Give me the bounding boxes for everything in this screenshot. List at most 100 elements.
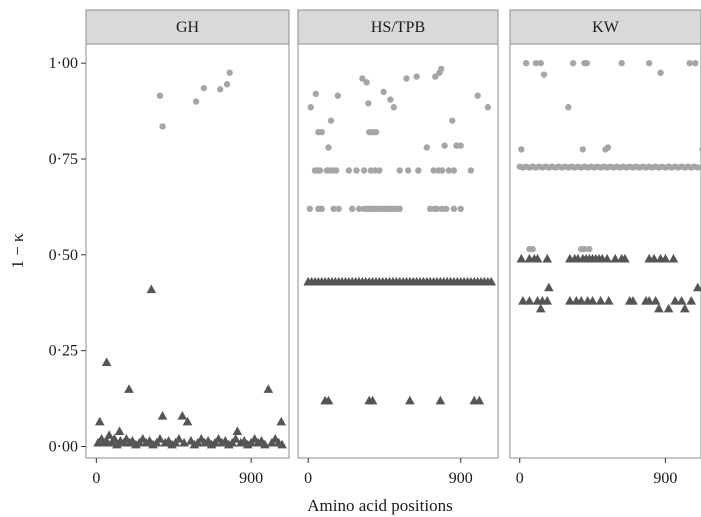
circle-point (307, 104, 314, 111)
circle-point (604, 144, 612, 151)
circle-point (226, 69, 233, 76)
triangle-point (620, 253, 630, 263)
triangle-point (663, 303, 674, 313)
triangle-point (649, 253, 659, 263)
panel-gh: GH 0 900 (85, 9, 290, 487)
circle-point (360, 167, 368, 174)
triangle-point (435, 395, 446, 405)
y-tick-label: 0·00 (49, 439, 78, 456)
facet-strip (85, 9, 290, 45)
circle-point (318, 128, 325, 136)
triangle-point (94, 416, 105, 426)
triangle-point (104, 430, 115, 439)
circle-point (443, 205, 450, 213)
facet-label: GH (176, 19, 200, 36)
circle-point (457, 142, 464, 149)
circle-point (537, 59, 544, 67)
triangle-point (602, 253, 612, 263)
triangle-point (124, 384, 134, 393)
triangle-point (644, 296, 655, 305)
triangle-point (230, 434, 241, 443)
triangle-point (680, 303, 690, 313)
triangle-point (114, 426, 125, 436)
circle-point (438, 167, 446, 174)
y-tick-label: 0·75 (49, 151, 78, 168)
x-axis-title: Amino acid positions (307, 496, 452, 515)
circle-point (415, 167, 422, 174)
circle-point (345, 167, 353, 174)
triangle-point (276, 416, 287, 426)
circle-point (583, 59, 591, 67)
triangle-point (405, 395, 415, 405)
triangle-point (603, 296, 614, 305)
circle-point (380, 88, 387, 96)
panel-hs-tpb: HS/TPB 0 900 (297, 9, 499, 487)
circle-point (433, 205, 441, 213)
triangle-point (650, 296, 661, 305)
circle-point (522, 59, 530, 67)
circle-point (372, 128, 380, 136)
circle-point (318, 205, 325, 213)
circle-point (450, 205, 458, 213)
triangle-point (544, 282, 554, 292)
triangle-point (587, 296, 598, 305)
circle-point (306, 205, 314, 213)
circle-point (449, 117, 456, 124)
circle-point (330, 205, 337, 213)
circle-point (581, 245, 588, 253)
triangle-point (576, 296, 587, 305)
circle-point (363, 79, 370, 86)
x-tick-label: 900 (449, 470, 473, 487)
triangle-point (174, 434, 184, 443)
circle-point (457, 205, 464, 213)
circle-point (579, 146, 587, 153)
circle-point (413, 73, 420, 80)
facet-strip (509, 9, 701, 45)
triangle-point (668, 253, 679, 263)
circle-point (430, 167, 437, 174)
y-tick-label: 0·50 (49, 247, 78, 264)
circle-point (569, 59, 577, 67)
circle-point (686, 59, 693, 67)
triangle-point (263, 384, 274, 393)
circle-point (312, 90, 319, 98)
circle-point (334, 92, 342, 99)
circle-point (387, 96, 394, 103)
facet-strip (297, 9, 499, 45)
triangle-point (660, 253, 671, 263)
circle-point (618, 59, 625, 67)
circle-point (355, 205, 363, 213)
triangle-point (367, 395, 378, 405)
circle-point (159, 123, 166, 130)
circle-point (396, 167, 403, 174)
circle-point (390, 104, 397, 111)
triangle-point (535, 303, 546, 313)
circle-point (657, 69, 664, 76)
triangle-point (565, 296, 575, 305)
triangle-point (101, 357, 112, 367)
panel-marks (93, 69, 287, 449)
panel-kw: KW 0 900 (509, 9, 701, 487)
triangle-point (686, 296, 697, 305)
x-tick-label: 0 (516, 470, 524, 487)
circle-point (200, 84, 208, 92)
circle-point (404, 167, 412, 174)
circle-point (484, 104, 492, 111)
circle-point (450, 167, 458, 174)
circle-point (365, 100, 372, 107)
circle-point (432, 73, 439, 80)
triangle-point (182, 416, 193, 426)
circle-point (438, 65, 445, 73)
panel-background (509, 43, 701, 459)
circle-point (332, 167, 340, 174)
y-tick-label: 1·00 (49, 55, 78, 72)
panel-marks (516, 59, 701, 313)
circle-point (223, 81, 231, 88)
circle-point (216, 86, 224, 93)
y-axis-title: 1 − κ (8, 233, 27, 269)
circle-point (692, 59, 699, 67)
circle-point (376, 167, 383, 174)
triangle-point (628, 296, 638, 305)
triangle-point (101, 435, 112, 445)
